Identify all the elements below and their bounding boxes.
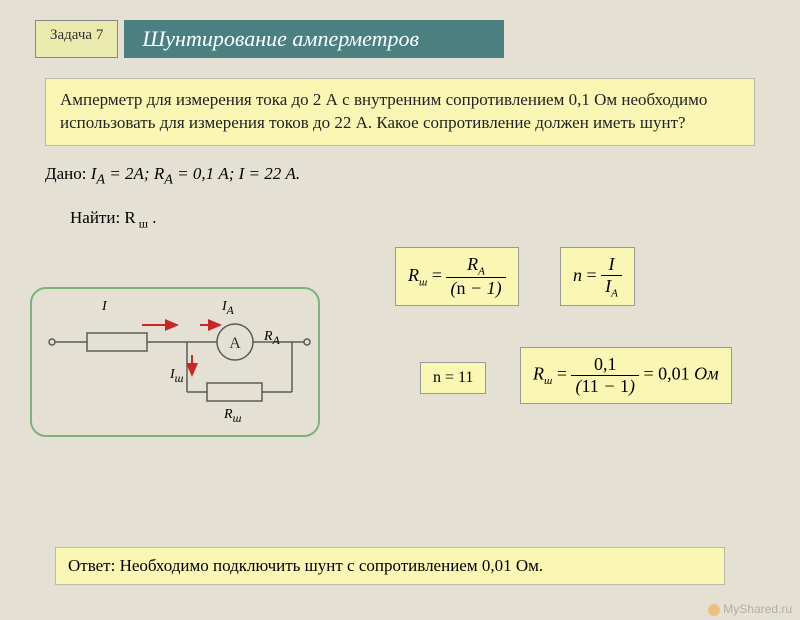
- slide-title: Шунтирование амперметров: [124, 20, 504, 58]
- formula-rsh: Rш = RA (n − 1): [395, 247, 519, 307]
- label-IA: IA: [222, 299, 234, 317]
- ammeter-label: А: [229, 335, 241, 352]
- answer-box: Ответ: Необходимо подключить шунт с сопр…: [55, 547, 725, 585]
- label-RA: RA: [264, 329, 280, 347]
- watermark-text: MySharеd.ru: [723, 602, 792, 616]
- given-prefix: Дано:: [45, 164, 91, 183]
- given-line: Дано: IA = 2А; RA = 0,1 А; I = 22 А.: [45, 164, 800, 188]
- task-badge: Задача 7: [35, 20, 118, 58]
- label-I: I: [102, 299, 107, 315]
- label-Ish: Iш: [170, 367, 183, 385]
- label-Rsh: Rш: [224, 407, 241, 425]
- circuit-diagram: А I IA RA Iш Rш: [30, 287, 320, 437]
- find-line: Найти: R ш .: [70, 208, 800, 231]
- find-prefix: Найти:: [70, 208, 124, 227]
- n-value-box: n = 11: [420, 362, 486, 394]
- watermark: MySharеd.ru: [708, 602, 792, 616]
- problem-statement: Амперметр для измерения тока до 2 А с вн…: [45, 78, 755, 146]
- formula-result: Rш = 0,1 (11 − 1) = 0,01 Ом: [520, 347, 732, 404]
- formula-n: n = I IA: [560, 247, 635, 307]
- watermark-icon: [708, 604, 720, 616]
- content-area: А I IA RA Iш Rш Rш = RA (n − 1) n = I IA…: [0, 247, 800, 477]
